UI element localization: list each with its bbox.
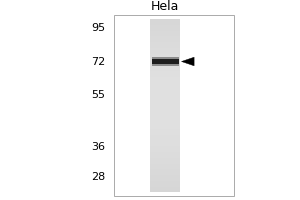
Bar [150, 152, 180, 158]
Bar [150, 158, 180, 164]
Bar [150, 135, 180, 140]
Bar [150, 140, 180, 146]
Text: Hela: Hela [151, 0, 179, 13]
Bar [150, 83, 180, 88]
Bar [150, 117, 180, 123]
Bar [150, 181, 180, 187]
Bar [150, 169, 180, 175]
Bar [150, 94, 180, 100]
Bar [150, 59, 180, 65]
Text: 95: 95 [91, 23, 105, 33]
Text: 28: 28 [91, 172, 105, 182]
Text: 72: 72 [91, 57, 105, 67]
Bar [150, 88, 180, 94]
Bar [150, 146, 180, 152]
Bar [150, 54, 180, 59]
Bar [150, 19, 180, 25]
FancyBboxPatch shape [150, 19, 180, 192]
Bar [150, 71, 180, 77]
Bar [150, 25, 180, 31]
Bar [150, 77, 180, 83]
FancyBboxPatch shape [152, 57, 178, 66]
FancyBboxPatch shape [152, 59, 178, 64]
Bar [150, 106, 180, 112]
Bar [150, 129, 180, 135]
Bar [150, 42, 180, 48]
Bar [150, 112, 180, 117]
Bar [150, 48, 180, 54]
Bar [150, 36, 180, 42]
Bar [150, 123, 180, 129]
FancyBboxPatch shape [114, 15, 234, 196]
Bar [150, 187, 180, 192]
Bar [150, 65, 180, 71]
Text: 55: 55 [91, 90, 105, 100]
Bar [150, 164, 180, 169]
Text: 36: 36 [91, 142, 105, 152]
Polygon shape [182, 57, 194, 66]
Bar [150, 31, 180, 36]
Bar [150, 100, 180, 106]
Bar [150, 175, 180, 181]
